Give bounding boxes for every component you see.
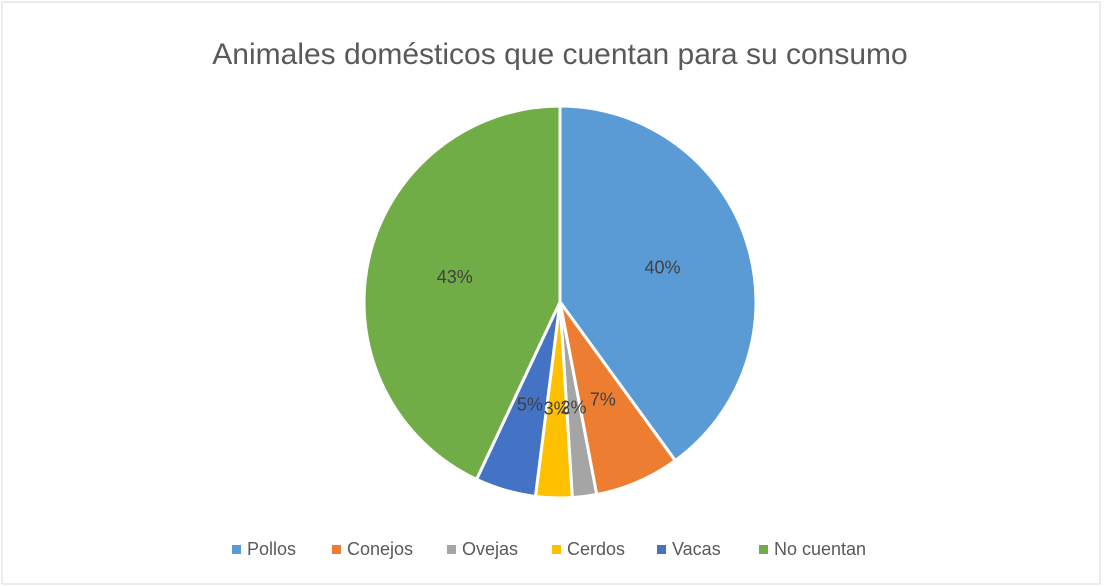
legend-label: Vacas <box>672 539 721 559</box>
pie-slice <box>558 104 758 463</box>
legend-label: Cerdos <box>567 539 625 559</box>
legend-marker <box>332 545 341 554</box>
legend-marker <box>552 545 561 554</box>
legend-label: Ovejas <box>462 539 518 559</box>
legend-marker <box>232 545 241 554</box>
legend-label: Pollos <box>247 539 296 559</box>
pie-slice <box>362 104 562 482</box>
data-label: 7% <box>590 390 616 410</box>
legend-marker <box>657 545 666 554</box>
legend-label: Conejos <box>347 539 413 559</box>
legend-marker <box>759 545 768 554</box>
data-label: 5% <box>517 394 543 414</box>
data-label: 3% <box>544 398 570 418</box>
chart-title: Animales domésticos que cuentan para su … <box>212 38 907 71</box>
data-label: 43% <box>437 267 473 287</box>
data-label: 2% <box>561 398 587 418</box>
data-label: 40% <box>645 257 681 277</box>
legend-label: No cuentan <box>774 539 866 559</box>
legend-marker <box>447 545 456 554</box>
